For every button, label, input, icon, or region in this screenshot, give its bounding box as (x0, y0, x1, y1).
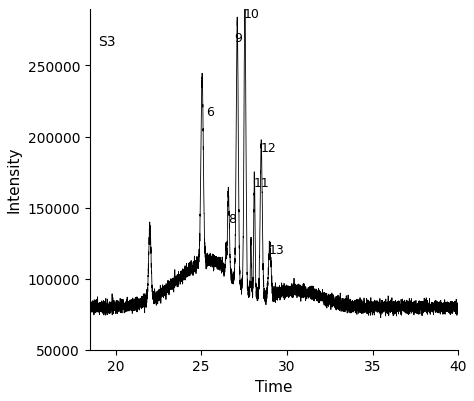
Text: 9: 9 (235, 32, 243, 45)
X-axis label: Time: Time (255, 379, 293, 394)
Text: 11: 11 (254, 177, 269, 190)
Text: 13: 13 (269, 243, 285, 256)
Text: 8: 8 (228, 212, 236, 225)
Text: 12: 12 (260, 141, 276, 154)
Y-axis label: Intensity: Intensity (7, 147, 22, 213)
Text: S3: S3 (99, 35, 116, 49)
Text: 10: 10 (244, 8, 260, 21)
Text: 6: 6 (206, 106, 214, 119)
